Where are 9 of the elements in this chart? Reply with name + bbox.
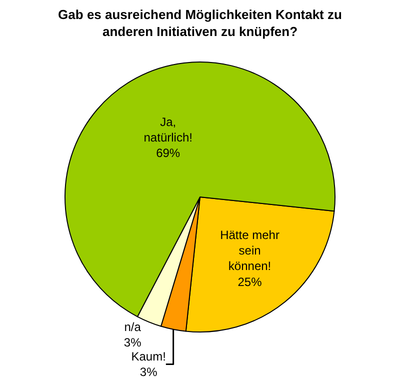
- data-label: 3%: [124, 335, 142, 350]
- slice-label: Hätte mehr sein können!: [220, 228, 280, 274]
- chart-title: Gab es ausreichend Möglichkeiten Kontakt zu anderen Initiativen zu knüpfen?: [58, 7, 342, 40]
- slice-label: n/a: [124, 320, 142, 334]
- data-label: 69%: [156, 146, 180, 160]
- slice-label: Kaum!: [131, 349, 166, 364]
- data-label: 25%: [238, 274, 262, 289]
- slice-label: Ja, natürlich!: [144, 114, 192, 145]
- data-label: 3%: [140, 365, 158, 380]
